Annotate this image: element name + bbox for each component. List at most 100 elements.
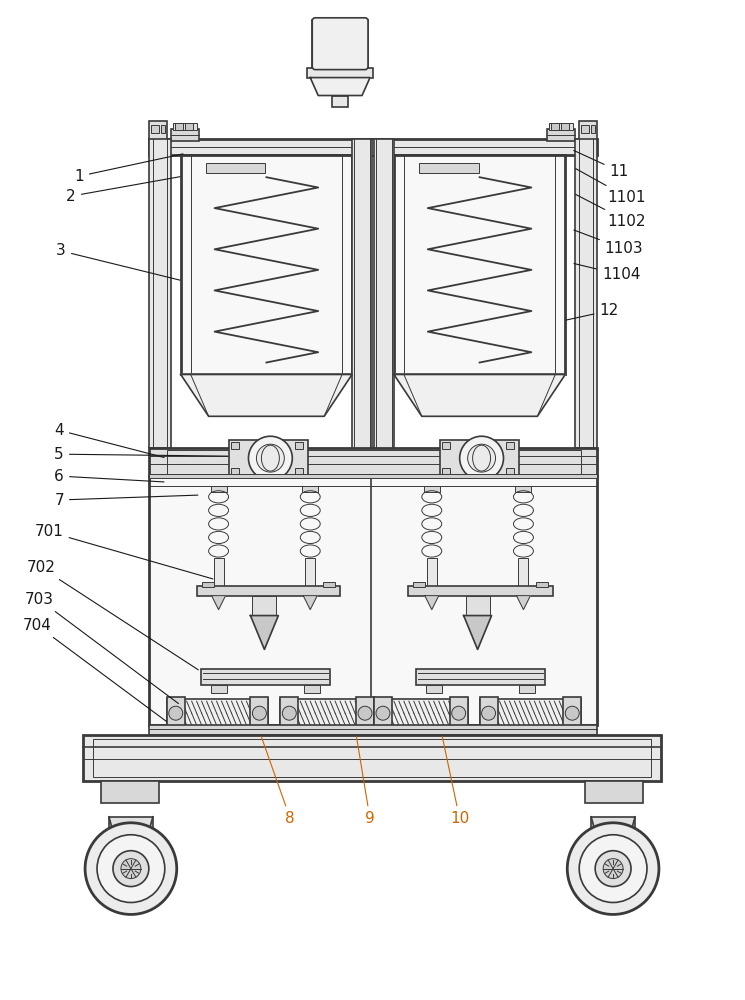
Bar <box>101 781 159 803</box>
Bar <box>167 697 185 729</box>
Bar <box>352 139 372 456</box>
Bar <box>549 123 573 130</box>
Bar <box>480 699 581 727</box>
Bar <box>536 582 548 587</box>
Bar <box>149 476 597 725</box>
Bar <box>181 155 352 374</box>
Text: 1102: 1102 <box>576 194 647 229</box>
Circle shape <box>451 706 466 720</box>
Bar <box>374 697 392 729</box>
Text: 1103: 1103 <box>574 230 644 256</box>
Circle shape <box>565 706 579 720</box>
Bar <box>167 450 581 474</box>
Bar <box>413 582 425 587</box>
Bar <box>235 452 306 474</box>
Bar <box>374 699 468 727</box>
Bar <box>408 586 554 596</box>
Text: 3: 3 <box>57 243 180 280</box>
Text: 12: 12 <box>566 303 619 320</box>
Circle shape <box>468 444 495 472</box>
Bar <box>302 486 318 492</box>
Circle shape <box>169 706 183 720</box>
Bar <box>197 586 340 596</box>
Circle shape <box>249 436 292 480</box>
Bar <box>149 725 597 735</box>
Circle shape <box>256 444 285 472</box>
Text: 6: 6 <box>54 469 164 484</box>
Text: 703: 703 <box>25 592 179 704</box>
Bar <box>149 139 597 155</box>
Bar <box>109 817 153 847</box>
Text: 704: 704 <box>23 618 167 722</box>
Bar <box>332 96 348 107</box>
Polygon shape <box>516 596 530 610</box>
Bar <box>507 468 515 475</box>
Bar <box>212 588 226 596</box>
Circle shape <box>603 859 623 879</box>
Bar <box>175 123 183 130</box>
Bar <box>424 486 440 492</box>
Bar <box>323 582 335 587</box>
Bar <box>561 123 569 130</box>
Bar <box>548 129 575 141</box>
Circle shape <box>376 706 390 720</box>
Bar <box>250 697 268 729</box>
Circle shape <box>113 851 149 887</box>
Polygon shape <box>425 596 439 610</box>
Text: 10: 10 <box>443 737 469 826</box>
Circle shape <box>97 835 165 902</box>
Circle shape <box>85 823 177 914</box>
Text: 5: 5 <box>54 447 228 462</box>
Bar <box>173 123 197 130</box>
Circle shape <box>121 859 141 879</box>
Text: 8: 8 <box>261 737 295 826</box>
Bar <box>202 582 214 587</box>
Circle shape <box>358 706 372 720</box>
Polygon shape <box>212 596 226 610</box>
Text: 4: 4 <box>54 423 164 457</box>
Bar <box>149 474 597 478</box>
Bar <box>450 697 468 729</box>
Bar <box>519 685 536 693</box>
Polygon shape <box>181 374 352 416</box>
Circle shape <box>567 823 659 914</box>
Bar <box>230 468 238 475</box>
Bar <box>581 125 589 133</box>
Text: 1104: 1104 <box>574 264 640 282</box>
Bar <box>427 558 437 588</box>
Bar <box>149 448 597 476</box>
Bar <box>440 440 519 476</box>
Bar <box>358 139 388 155</box>
Bar <box>575 139 597 448</box>
Bar <box>280 697 298 729</box>
Bar <box>295 468 303 475</box>
Bar <box>83 735 661 781</box>
Bar <box>211 685 226 693</box>
Bar <box>563 697 581 729</box>
Bar <box>579 121 597 141</box>
Text: 11: 11 <box>574 150 629 179</box>
Bar <box>442 442 450 449</box>
Polygon shape <box>303 596 317 610</box>
Circle shape <box>595 851 631 887</box>
Bar <box>507 442 515 449</box>
Bar <box>211 486 226 492</box>
Polygon shape <box>250 616 279 649</box>
Circle shape <box>282 706 297 720</box>
Bar <box>230 442 238 449</box>
Bar <box>206 163 265 173</box>
Bar <box>280 699 374 727</box>
Bar <box>394 155 565 374</box>
Bar <box>551 123 559 130</box>
Text: 702: 702 <box>27 560 198 670</box>
Bar <box>312 20 368 68</box>
Bar <box>229 440 308 476</box>
Bar <box>295 442 303 449</box>
Polygon shape <box>394 374 565 416</box>
Bar <box>592 125 595 133</box>
Bar <box>200 669 330 685</box>
Circle shape <box>579 835 647 902</box>
Polygon shape <box>463 616 492 649</box>
Bar <box>161 125 165 133</box>
Bar <box>150 125 159 133</box>
